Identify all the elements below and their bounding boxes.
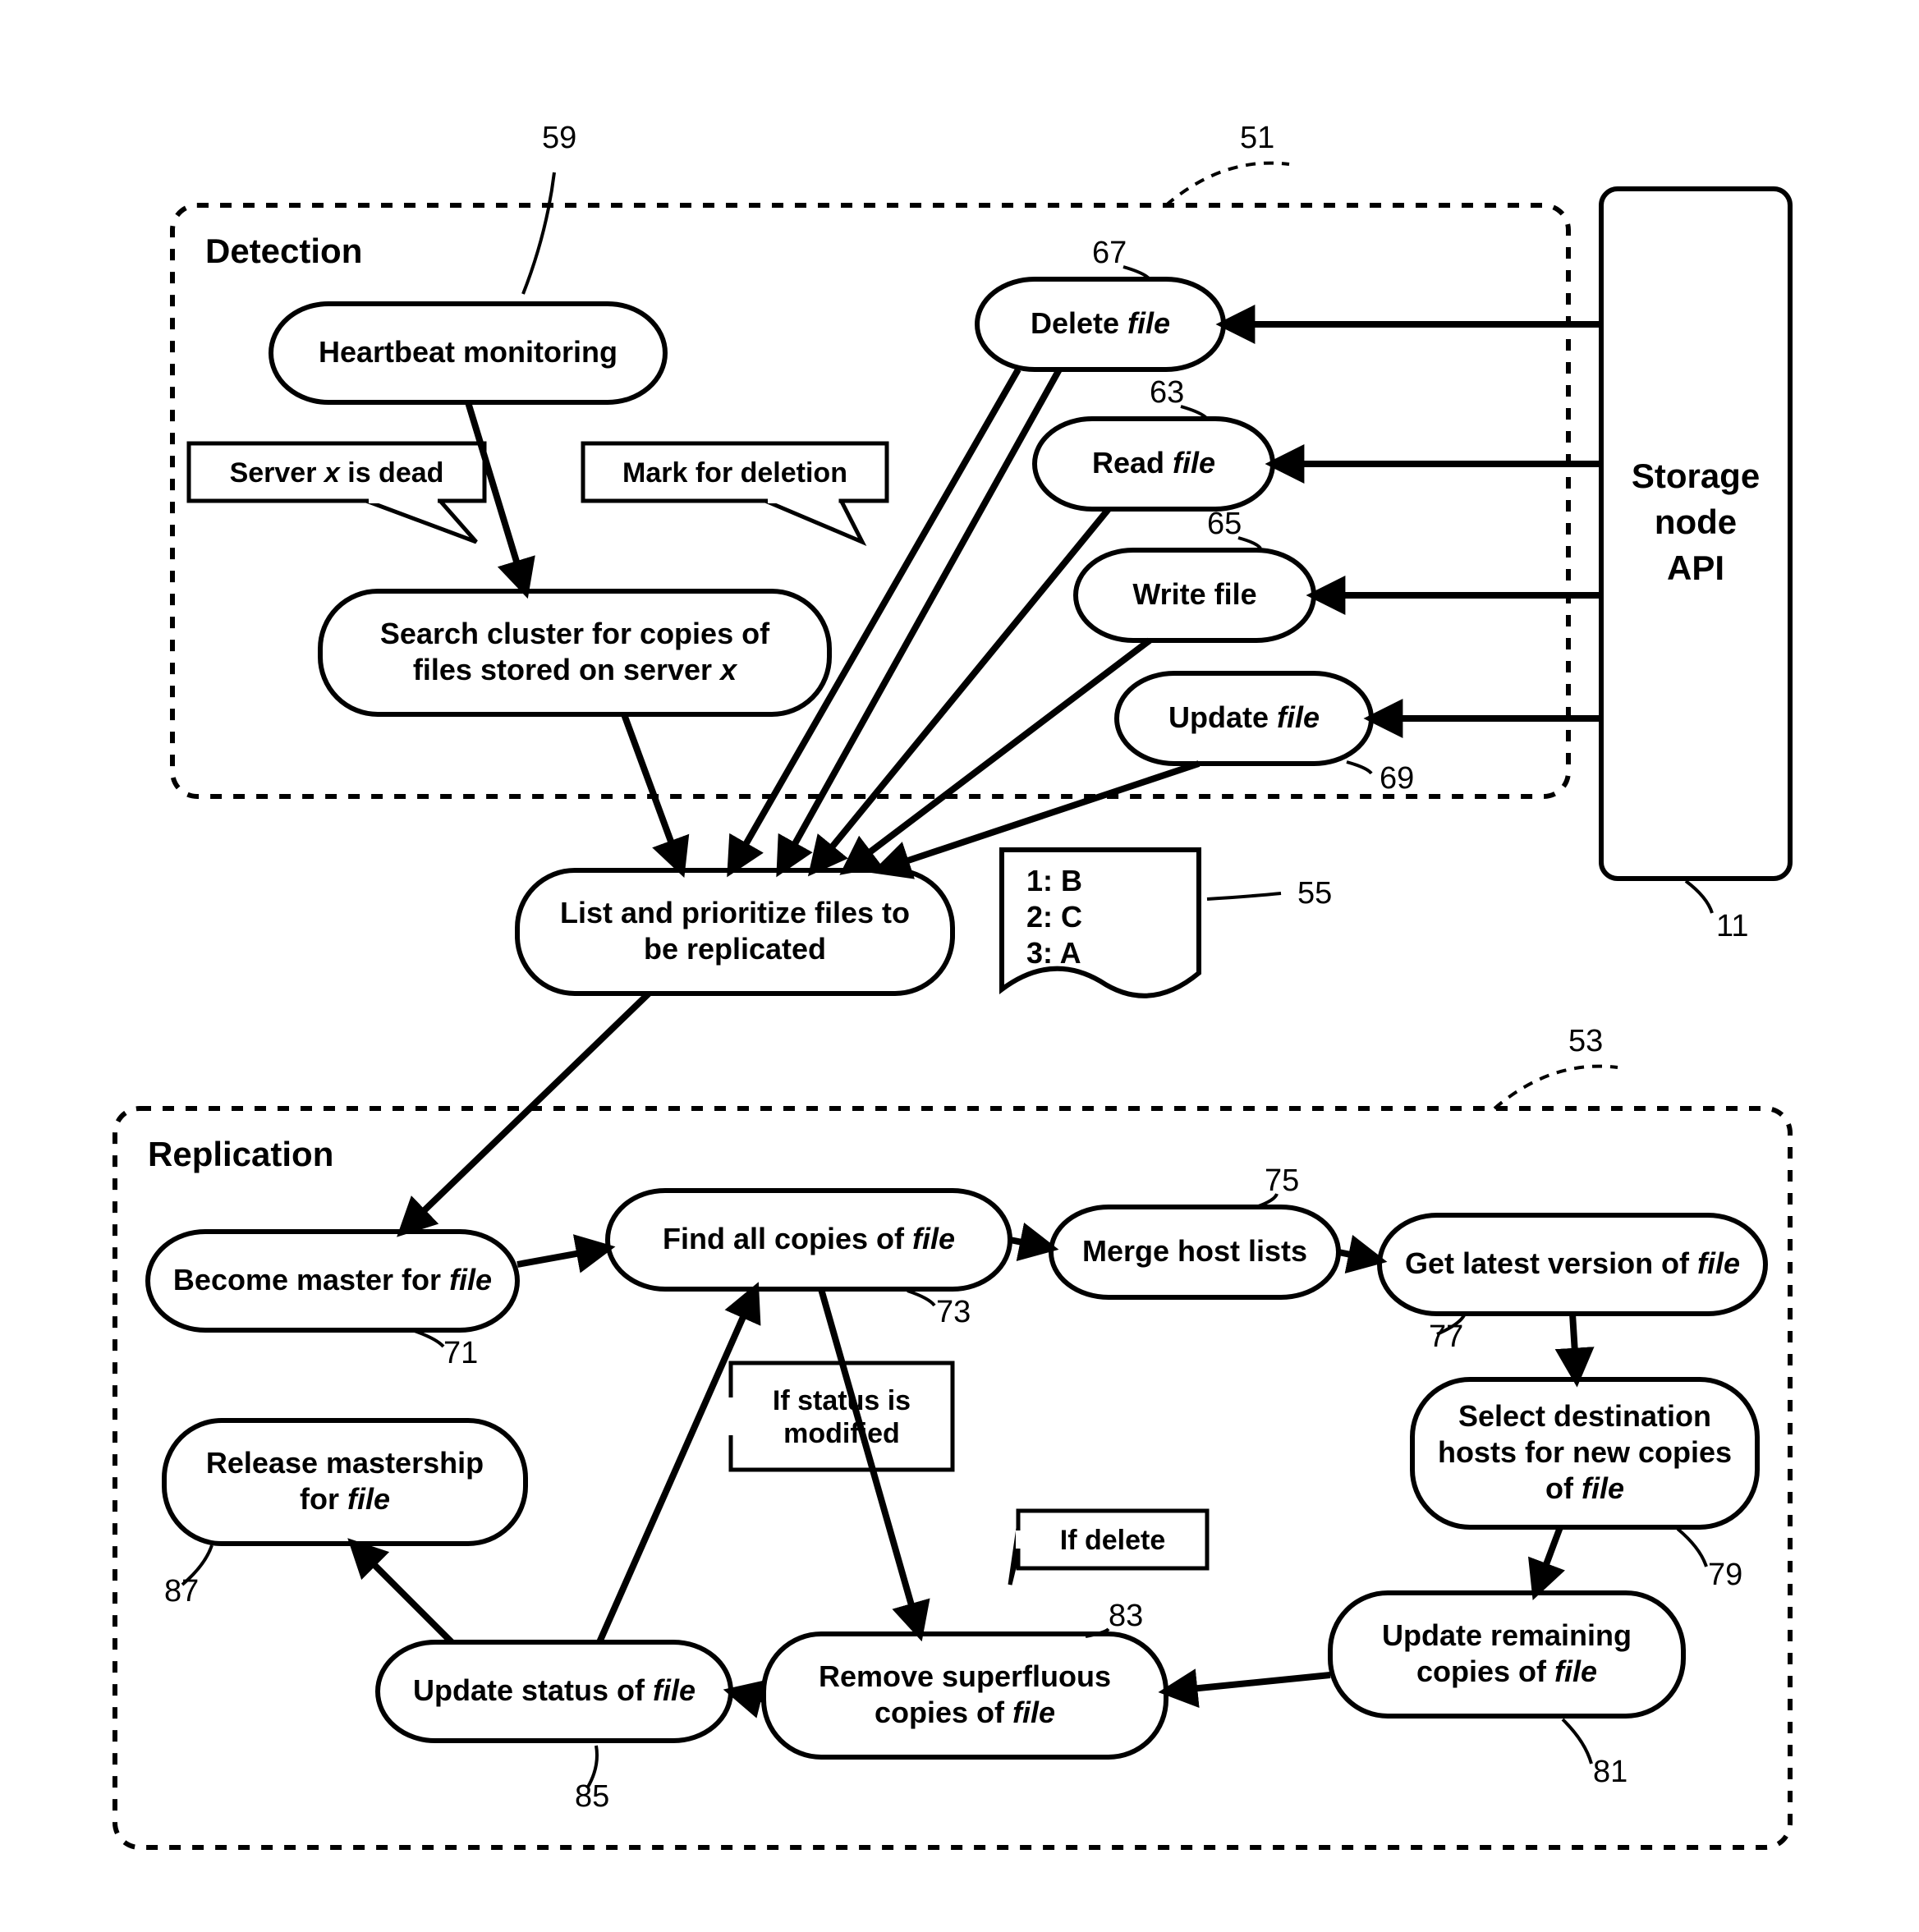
node-selectdest-line-0: Select destination <box>1458 1399 1711 1433</box>
node-selectdest-line-2: of file <box>1545 1471 1624 1505</box>
node-remove-line-1: copies of file <box>875 1696 1055 1729</box>
node-search-line-1: files stored on server x <box>413 653 738 686</box>
ref-label-65: 65 <box>1207 507 1242 541</box>
ref-leader-73 <box>907 1291 934 1306</box>
detection-title: Detection <box>205 232 362 270</box>
ref-label-87: 87 <box>164 1574 199 1608</box>
arrow-remove-updstatus <box>731 1691 764 1700</box>
arrow-findall-merge <box>1010 1240 1051 1248</box>
ref-label-55: 55 <box>1297 876 1332 911</box>
ref-label-75: 75 <box>1265 1163 1299 1198</box>
priority-doc-line-1: 2: C <box>1026 900 1082 934</box>
ref-label-85: 85 <box>575 1779 609 1814</box>
replication-title: Replication <box>148 1135 333 1173</box>
node-merge-line-0: Merge host lists <box>1082 1234 1307 1268</box>
ref-leader-79 <box>1678 1529 1706 1567</box>
priority-doc-line-2: 3: A <box>1026 936 1081 970</box>
priority-doc-line-0: 1: B <box>1026 864 1082 897</box>
node-write-line-0: Write file <box>1132 577 1256 611</box>
node-delete-line-0: Delete file <box>1031 306 1170 340</box>
node-become-line-0: Become master for file <box>173 1263 492 1296</box>
ref-label-51: 51 <box>1240 121 1274 155</box>
callout-ifmod-line-0: If status is <box>773 1385 911 1416</box>
ref-label-63: 63 <box>1150 375 1184 410</box>
ref-label-71: 71 <box>443 1336 478 1370</box>
arrow-list-become <box>402 994 649 1232</box>
node-getlatest-line-0: Get latest version of file <box>1405 1246 1740 1280</box>
callout-serverdead-pointer <box>366 501 476 542</box>
storage-api-line-0: Storage <box>1632 457 1760 495</box>
ref-label-79: 79 <box>1708 1558 1742 1592</box>
node-read-line-0: Read file <box>1092 446 1215 480</box>
ref-leader-11 <box>1686 881 1712 913</box>
node-update-line-0: Update file <box>1168 700 1320 734</box>
ref-leader-81 <box>1563 1719 1591 1764</box>
callout-markdel-text: Mark for deletion <box>622 457 847 489</box>
callout-markdel-pointer <box>765 501 862 542</box>
ref-label-11: 11 <box>1716 909 1748 943</box>
node-remove-line-0: Remove superfluous <box>819 1659 1111 1693</box>
node-list-line-1: be replicated <box>644 932 826 966</box>
ref-leader-65 <box>1238 538 1260 548</box>
arrow-merge-getlatest <box>1338 1252 1380 1260</box>
callout-serverdead-text: Server x is dead <box>230 457 444 489</box>
callout-ifmod-line-1: modified <box>783 1418 900 1449</box>
node-selectdest-line-1: hosts for new copies <box>1438 1435 1732 1469</box>
node-release-line-1: for file <box>300 1482 390 1516</box>
arrow-read-toList <box>813 509 1109 870</box>
node-updstatus-line-0: Update status of file <box>413 1673 696 1707</box>
ref-curve-51 <box>1166 163 1289 205</box>
arrow-become-findall <box>517 1248 608 1264</box>
ref-curve-53 <box>1494 1067 1618 1108</box>
storage-api-line-1: node <box>1655 503 1737 541</box>
node-heartbeat-line-0: Heartbeat monitoring <box>319 335 617 369</box>
node-updaterem-line-1: copies of file <box>1416 1654 1597 1688</box>
ref-label-81: 81 <box>1593 1755 1627 1789</box>
ref-leader-59 <box>523 172 554 294</box>
arrow-search <box>624 714 682 870</box>
arrow-selectdest-updaterem <box>1536 1527 1560 1593</box>
ref-label-67: 67 <box>1092 236 1127 270</box>
node-updaterem-line-0: Update remaining <box>1382 1618 1632 1652</box>
node-release-line-0: Release mastership <box>206 1446 484 1480</box>
ref-label-53: 53 <box>1568 1024 1603 1058</box>
node-search-line-0: Search cluster for copies of <box>380 617 770 650</box>
ref-label-69: 69 <box>1380 761 1414 796</box>
ref-leader-55 <box>1207 893 1281 899</box>
node-list-line-0: List and prioritize files to <box>560 896 910 929</box>
ref-label-77: 77 <box>1429 1319 1463 1354</box>
node-findall-line-0: Find all copies of file <box>663 1222 955 1255</box>
ref-label-73: 73 <box>936 1295 971 1329</box>
arrow-updaterem-remove <box>1166 1675 1330 1691</box>
callout-ifmod <box>731 1363 953 1470</box>
storage-api-line-2: API <box>1667 548 1724 587</box>
ref-label-83: 83 <box>1109 1599 1143 1633</box>
ref-leader-69 <box>1347 762 1371 773</box>
callout-ifdel-text: If delete <box>1060 1525 1165 1556</box>
arrow-updstatus-release <box>353 1544 452 1642</box>
arrow-getlatest-selectdest <box>1572 1314 1577 1379</box>
ref-label-59: 59 <box>542 121 576 155</box>
